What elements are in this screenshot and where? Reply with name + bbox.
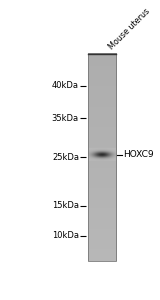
Text: 35kDa: 35kDa bbox=[52, 113, 79, 122]
Text: 10kDa: 10kDa bbox=[52, 231, 79, 240]
Text: 25kDa: 25kDa bbox=[52, 153, 79, 162]
Bar bbox=[88, 53, 116, 261]
Text: 40kDa: 40kDa bbox=[52, 81, 79, 90]
Text: Mouse uterus: Mouse uterus bbox=[107, 6, 151, 51]
Text: HOXC9: HOXC9 bbox=[124, 151, 154, 160]
Text: 15kDa: 15kDa bbox=[52, 201, 79, 210]
